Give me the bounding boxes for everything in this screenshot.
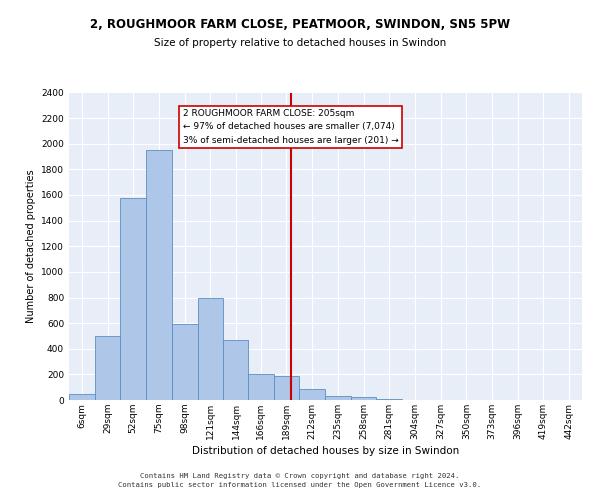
Bar xyxy=(299,389,325,400)
Bar xyxy=(197,298,223,400)
Bar xyxy=(223,340,248,400)
Bar xyxy=(325,396,350,400)
Bar xyxy=(248,374,274,400)
Bar xyxy=(121,198,146,400)
Bar xyxy=(69,394,95,400)
Text: 2 ROUGHMOOR FARM CLOSE: 205sqm
← 97% of detached houses are smaller (7,074)
3% o: 2 ROUGHMOOR FARM CLOSE: 205sqm ← 97% of … xyxy=(183,109,399,144)
Text: Contains HM Land Registry data © Crown copyright and database right 2024.
Contai: Contains HM Land Registry data © Crown c… xyxy=(118,473,482,488)
Bar xyxy=(376,398,402,400)
Text: 2, ROUGHMOOR FARM CLOSE, PEATMOOR, SWINDON, SN5 5PW: 2, ROUGHMOOR FARM CLOSE, PEATMOOR, SWIND… xyxy=(90,18,510,30)
X-axis label: Distribution of detached houses by size in Swindon: Distribution of detached houses by size … xyxy=(192,446,459,456)
Bar xyxy=(146,150,172,400)
Bar xyxy=(274,376,299,400)
Text: Size of property relative to detached houses in Swindon: Size of property relative to detached ho… xyxy=(154,38,446,48)
Y-axis label: Number of detached properties: Number of detached properties xyxy=(26,170,35,323)
Bar xyxy=(350,398,376,400)
Bar xyxy=(172,324,197,400)
Bar xyxy=(95,336,121,400)
